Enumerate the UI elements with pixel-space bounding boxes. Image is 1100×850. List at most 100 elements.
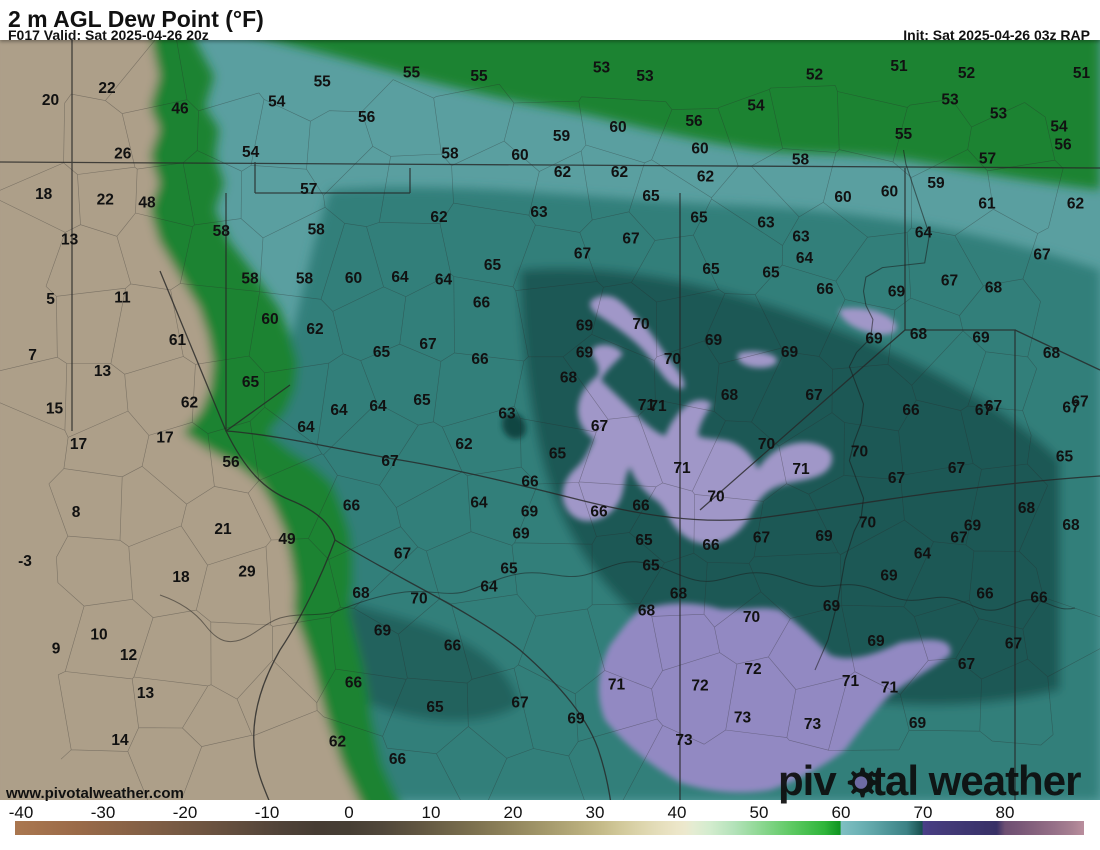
svg-text:69: 69 [964,518,982,535]
svg-text:13: 13 [61,231,79,248]
svg-text:59: 59 [927,175,945,192]
svg-text:71: 71 [881,680,899,697]
svg-text:69: 69 [567,711,585,728]
svg-text:67: 67 [753,530,770,547]
svg-text:58: 58 [792,152,810,169]
svg-text:26: 26 [114,146,132,163]
svg-text:66: 66 [345,675,363,692]
svg-text:61: 61 [169,332,187,349]
svg-text:66: 66 [632,498,650,515]
svg-text:68: 68 [1018,500,1036,517]
svg-text:65: 65 [426,699,444,716]
svg-text:53: 53 [636,68,654,85]
svg-text:70: 70 [758,436,775,453]
svg-text:67: 67 [381,453,398,470]
svg-text:66: 66 [590,504,608,521]
svg-text:18: 18 [172,569,190,586]
svg-text:46: 46 [171,100,189,117]
svg-text:65: 65 [642,558,660,575]
svg-text:11: 11 [114,290,131,307]
svg-text:71: 71 [842,673,860,690]
svg-text:67: 67 [1005,636,1022,653]
svg-text:65: 65 [484,257,502,274]
svg-text:65: 65 [702,261,720,278]
svg-text:70: 70 [410,591,427,608]
svg-text:14: 14 [111,732,129,749]
svg-text:64: 64 [915,225,933,242]
svg-text:58: 58 [213,223,231,240]
svg-text:72: 72 [691,678,708,695]
svg-text:62: 62 [329,734,346,751]
svg-text:73: 73 [675,732,693,749]
svg-text:62: 62 [554,164,571,181]
svg-text:69: 69 [815,528,833,545]
svg-text:66: 66 [816,281,834,298]
svg-text:64: 64 [369,398,387,415]
svg-text:56: 56 [358,109,376,126]
svg-text:71: 71 [792,461,810,478]
svg-text:53: 53 [990,106,1008,123]
svg-text:66: 66 [471,351,489,368]
svg-text:51: 51 [1073,65,1091,82]
svg-text:69: 69 [865,331,883,348]
svg-text:66: 66 [702,537,720,554]
svg-text:22: 22 [98,80,115,97]
svg-text:63: 63 [792,229,810,246]
svg-text:7: 7 [28,347,37,364]
svg-text:15: 15 [46,401,64,418]
svg-text:65: 65 [413,392,431,409]
svg-text:12: 12 [120,647,137,664]
svg-text:57: 57 [979,151,996,168]
svg-text:67: 67 [805,387,822,404]
svg-text:70: 70 [707,489,724,506]
svg-text:64: 64 [391,269,409,286]
svg-text:56: 56 [222,454,240,471]
svg-text:64: 64 [297,419,315,436]
svg-text:66: 66 [444,638,462,655]
svg-text:65: 65 [1056,449,1074,466]
svg-text:68: 68 [1043,345,1061,362]
svg-text:54: 54 [1050,119,1068,136]
svg-text:57: 57 [300,181,317,198]
svg-text:51: 51 [890,58,908,75]
svg-text:67: 67 [1071,394,1088,411]
svg-text:62: 62 [306,321,323,338]
svg-text:60: 60 [691,141,708,158]
svg-text:69: 69 [880,568,898,585]
svg-text:69: 69 [512,526,530,543]
svg-text:13: 13 [137,685,155,702]
svg-text:13: 13 [94,363,112,380]
svg-text:68: 68 [1062,517,1080,534]
svg-text:59: 59 [553,128,571,145]
svg-text:8: 8 [72,504,81,521]
svg-text:67: 67 [511,695,528,712]
svg-text:65: 65 [690,210,708,227]
svg-text:73: 73 [734,710,752,727]
svg-text:69: 69 [867,633,885,650]
svg-text:58: 58 [241,271,259,288]
svg-text:66: 66 [343,498,361,515]
svg-text:54: 54 [747,98,765,115]
svg-text:64: 64 [796,250,814,267]
svg-text:53: 53 [941,92,959,109]
svg-text:69: 69 [909,715,927,732]
svg-text:tal weather: tal weather [872,757,1081,804]
svg-text:64: 64 [435,272,453,289]
svg-text:69: 69 [374,623,392,640]
svg-text:65: 65 [642,188,660,205]
svg-text:66: 66 [389,751,407,768]
svg-text:49: 49 [278,531,296,548]
svg-text:68: 68 [560,370,578,387]
svg-text:64: 64 [914,546,932,563]
svg-text:5: 5 [46,291,55,308]
svg-text:60: 60 [881,184,898,201]
svg-text:69: 69 [521,504,539,521]
svg-text:67: 67 [948,460,965,477]
svg-text:64: 64 [470,495,488,512]
svg-text:68: 68 [670,586,688,603]
svg-text:65: 65 [242,374,260,391]
svg-text:55: 55 [470,68,488,85]
svg-text:56: 56 [685,113,703,130]
svg-text:68: 68 [721,387,739,404]
svg-text:-3: -3 [18,553,32,570]
